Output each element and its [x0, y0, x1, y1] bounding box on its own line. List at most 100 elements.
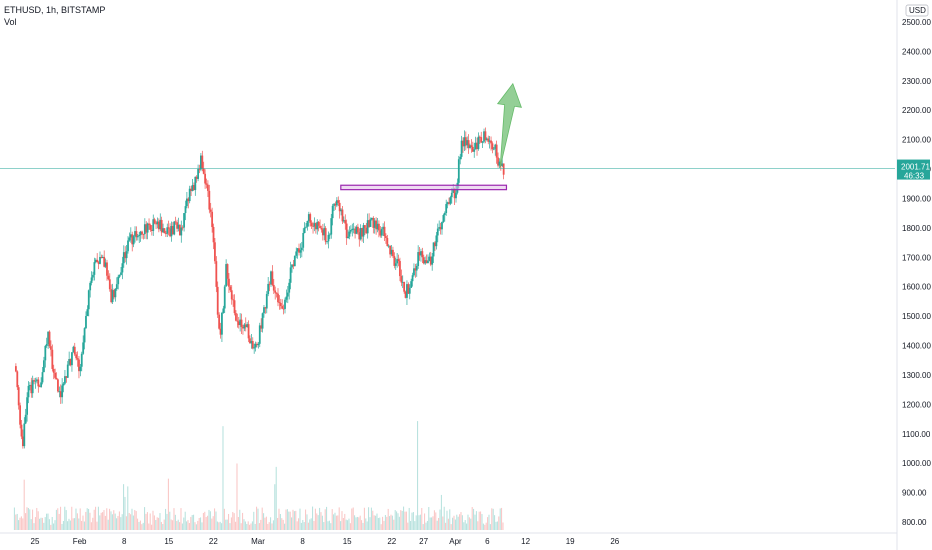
candle-body [82, 342, 85, 354]
volume-bar [243, 519, 245, 530]
volume-bar [106, 508, 108, 530]
volume-bar [144, 507, 146, 530]
candle-body [62, 383, 65, 386]
volume-bar [382, 516, 384, 530]
volume-bar [205, 517, 207, 530]
candle-body [375, 220, 378, 230]
candle-body [176, 222, 178, 229]
volume-bar [352, 507, 354, 530]
volume-bar [249, 524, 251, 530]
volume-bar [342, 518, 344, 530]
candle-body [26, 397, 28, 415]
price-tick-label: 800.00 [902, 518, 927, 527]
volume-bar [146, 512, 148, 530]
volume-bar [89, 512, 91, 530]
candle-body [401, 281, 404, 283]
volume-bar [221, 523, 223, 530]
candle-body [279, 303, 282, 307]
volume-bar [212, 516, 214, 530]
volume-bar [127, 486, 129, 530]
candle-body [368, 220, 370, 227]
volume-bar [379, 517, 381, 530]
volume-bar [299, 508, 301, 530]
candle-body [146, 223, 149, 233]
volume-bar [487, 517, 489, 530]
price-tick-label: 1100.00 [902, 430, 931, 439]
candle-body [457, 159, 460, 183]
volume-bar [75, 508, 77, 530]
volume-bar [439, 509, 441, 530]
candle-body [191, 185, 194, 191]
volume-bar [232, 511, 234, 530]
volume-bar [152, 510, 154, 530]
candle-body [498, 161, 501, 166]
candle-body [55, 377, 58, 380]
candle-body [236, 320, 239, 322]
candle-body [385, 236, 387, 239]
candle-body [66, 364, 69, 378]
volume-bar [177, 519, 179, 530]
candle-body [171, 226, 174, 235]
candle-body [48, 331, 51, 347]
candle-body [267, 283, 270, 295]
volume-bar [309, 519, 311, 530]
candle-body [355, 226, 358, 234]
candle-body [128, 237, 131, 241]
volume-bar [341, 511, 343, 530]
volume-bar [195, 524, 197, 530]
time-tick-label: 27 [419, 537, 428, 546]
volume-bar [246, 523, 248, 530]
price-tick-label: 1700.00 [902, 253, 931, 262]
candle-body [285, 296, 288, 300]
volume-bar [386, 516, 388, 530]
candle-body [364, 225, 366, 228]
candle-body [459, 156, 462, 160]
volume-bar [403, 506, 405, 530]
candle-body [45, 343, 48, 346]
candle-body [415, 266, 418, 271]
volume-bar [184, 511, 186, 530]
volume-bar [193, 514, 195, 530]
candle-body [99, 257, 101, 264]
projection-arrow [496, 82, 522, 168]
candle-body [205, 183, 208, 185]
candle-body [344, 220, 347, 224]
candle-body [422, 257, 425, 264]
last-price-countdown: 46:33 [904, 172, 925, 181]
volume-bar [356, 516, 358, 530]
volume-bar [204, 511, 206, 530]
volume-bar [233, 513, 235, 530]
candle-body [335, 200, 338, 206]
candle-body [21, 436, 24, 447]
candle-body [93, 262, 96, 275]
candle-body [298, 248, 300, 253]
candle-body [417, 252, 420, 266]
candle-body [373, 220, 376, 228]
volume-bar [68, 518, 70, 530]
volume-bar [326, 506, 328, 530]
volume-bar [169, 511, 171, 530]
candle-body [264, 307, 267, 309]
price-tick-label: 2300.00 [902, 77, 931, 86]
volume-bar [358, 517, 360, 530]
volume-bar [216, 521, 218, 530]
volume-bar [186, 521, 188, 530]
volume-bar [436, 520, 438, 530]
candle-body [37, 379, 40, 387]
volume-bar [345, 519, 347, 530]
volume-bar [489, 524, 491, 530]
volume-bar [96, 521, 98, 530]
volume-bar [327, 521, 329, 530]
volume-bar [138, 521, 140, 530]
volume-bar [321, 515, 323, 530]
candle-body [338, 202, 341, 212]
candle-body [347, 236, 349, 238]
candle-body [178, 224, 181, 236]
candle-body [33, 380, 36, 382]
volume-bar [470, 518, 472, 530]
candle-body [474, 142, 477, 150]
time-tick-label: 15 [164, 537, 173, 546]
candle-body [135, 231, 138, 238]
volume-bar [463, 522, 465, 530]
